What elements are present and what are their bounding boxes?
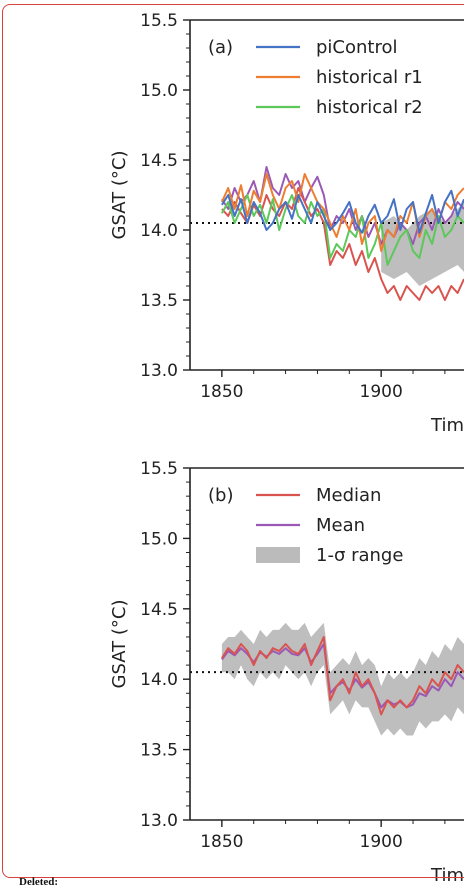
comment-border: [2, 4, 464, 878]
y-tick-label: 13.5: [140, 741, 178, 761]
y-tick-label: 14.5: [140, 600, 178, 620]
legend-entry: historical r1: [316, 67, 423, 88]
series-line-historical-r1: [220, 173, 464, 252]
legend-entry: 1-σ range: [316, 545, 403, 566]
x-tick-label: 1850: [200, 832, 243, 852]
y-tick-label: 14.5: [140, 151, 178, 171]
series-line-picontrol: [221, 189, 464, 234]
x-axis-label: Tim: [430, 415, 464, 436]
y-tick-label: 14.0: [140, 670, 178, 690]
legend-swatch-band: [256, 547, 300, 563]
y-tick-label: 13.0: [140, 361, 178, 381]
x-tick-label: 1850: [200, 382, 243, 402]
chart-panel-b: 13.0 13.5 14.0 14.5 15.0 15.5 1850 1900 GSAT (°C…: [109, 459, 464, 886]
x-axis-label: Tim: [430, 865, 464, 886]
legend-entry: Mean: [316, 515, 365, 536]
y-tick-label: 13.0: [140, 811, 178, 831]
y-axis-label: GSAT (°C): [109, 151, 130, 240]
series-line-historical-r2: [221, 194, 464, 266]
plot-area: [190, 166, 464, 301]
panel-label: (a): [208, 37, 233, 58]
legend-entry: piControl: [316, 37, 398, 58]
panel-label: (b): [208, 485, 233, 506]
y-axis-label: GSAT (°C): [109, 600, 130, 689]
y-tick-label: 14.0: [140, 221, 178, 241]
y-tick-label: 15.5: [140, 459, 178, 479]
legend-entry: historical r2: [316, 97, 423, 118]
y-tick-label: 13.5: [140, 291, 178, 311]
legend-entry: Median: [316, 485, 381, 506]
plot-area: [190, 622, 464, 736]
y-tick-label: 15.0: [140, 81, 178, 101]
chart-panel-a: 13.0 13.5 14.0 14.5 15.0 15.5 1850 1900 GSAT (°C…: [109, 11, 464, 436]
series-line-median: [221, 636, 464, 716]
deleted-label: Deleted:: [19, 876, 59, 888]
y-tick-label: 15.5: [140, 11, 178, 31]
x-tick-label: 1900: [360, 382, 403, 402]
x-tick-label: 1900: [360, 832, 403, 852]
y-tick-label: 15.0: [140, 529, 178, 549]
